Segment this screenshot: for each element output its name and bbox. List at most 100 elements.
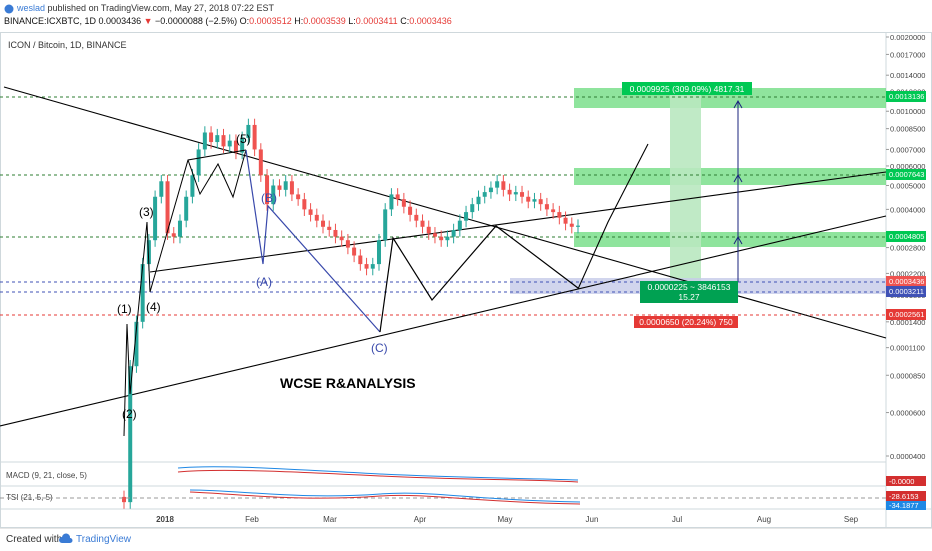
- candle-body: [277, 185, 282, 190]
- close-label: C:: [400, 16, 410, 26]
- candle-body: [196, 149, 201, 176]
- target-zone-2: [574, 168, 886, 185]
- footer-bar: Created with TradingView: [0, 528, 932, 551]
- target-arrows: [733, 99, 743, 282]
- candle-body: [177, 220, 182, 237]
- time-tick-label: Apr: [414, 515, 427, 524]
- candle-body: [289, 181, 294, 195]
- price-chart[interactable]: (1) (2) (3) (4) (5) (A) (B) (C) WCSE R&A…: [0, 32, 932, 528]
- wave-5-subwave: [187, 149, 247, 199]
- candle-body: [314, 214, 319, 221]
- candle-body: [202, 132, 207, 150]
- chart-symbol-title: ICON / Bitcoin, 1D, BINANCE: [8, 40, 127, 50]
- time-tick-label: Mar: [323, 515, 337, 524]
- tradingview-brand-link[interactable]: TradingView: [76, 534, 132, 545]
- candle-body: [389, 194, 394, 210]
- candle-body: [557, 212, 562, 218]
- time-tick-label: 2018: [156, 515, 174, 524]
- price-tick-label: 0.0002800: [890, 244, 925, 253]
- candle-body: [420, 220, 425, 227]
- symbol-label: BINANCE:ICXBTC, 1D: [4, 16, 97, 26]
- high-label: H:: [294, 16, 304, 26]
- price-tick-label: 0.0001100: [890, 344, 925, 353]
- candle-body: [395, 194, 400, 200]
- tsi-line: [189, 489, 581, 503]
- time-axis[interactable]: 2018 Feb Mar Apr May Jun Jul Aug Sep: [156, 515, 859, 524]
- candle-body: [122, 496, 126, 503]
- candle-body: [258, 149, 263, 176]
- axis-badge-stop: [886, 309, 926, 320]
- stop-label: 0.0000650 (20.24%) 750: [639, 317, 733, 327]
- price-tick-label: 0.0010000: [890, 107, 925, 116]
- candle-body: [507, 189, 512, 195]
- candle-body: [358, 255, 363, 265]
- candle-body: [159, 181, 164, 197]
- candle-body: [171, 233, 176, 237]
- last-price: 0.0003436: [98, 16, 142, 26]
- candle-body: [209, 132, 214, 143]
- candle-body: [532, 199, 537, 202]
- macd-signal: [177, 469, 579, 483]
- candle-body: [451, 229, 456, 237]
- axis-badge-last-text: 0.0003436: [889, 277, 924, 286]
- axis-badge-target3: [886, 91, 926, 102]
- candle-body: [221, 135, 226, 147]
- wave-label-4: (4): [146, 300, 161, 314]
- candle-body: [569, 223, 574, 227]
- axis-badge-target1: [886, 231, 926, 242]
- candle-body: [140, 264, 145, 322]
- macd-line: [177, 466, 579, 481]
- candle-body: [414, 214, 419, 221]
- candle-body: [401, 199, 406, 207]
- elliott-correction: [245, 149, 579, 333]
- candle-body: [165, 181, 170, 234]
- target-arrow-head-3: [733, 99, 743, 109]
- risk-label-line2: 15.27: [678, 292, 700, 302]
- wave-label-3: (3): [139, 205, 154, 219]
- target-label: 0.0009925 (309.09%) 4817.31: [630, 84, 745, 94]
- price-tick-label: 0.0001400: [890, 318, 925, 327]
- price-tick-label: 0.0005000: [890, 181, 925, 190]
- macd-value-badge: [886, 476, 926, 486]
- target-arrow-head-2: [733, 173, 743, 183]
- wave-label-a: (A): [256, 275, 272, 289]
- candle-body: [233, 140, 238, 153]
- chart-area[interactable]: (1) (2) (3) (4) (5) (A) (B) (C) WCSE R&A…: [0, 32, 932, 528]
- candle-body: [345, 240, 350, 248]
- candle-body: [146, 240, 151, 265]
- candle-body: [215, 135, 220, 143]
- candle-body: [339, 236, 344, 241]
- candle-body: [408, 206, 413, 215]
- close-value: 0.0003436: [409, 16, 452, 26]
- axis-badge-stop-text: 0.0002561: [889, 310, 924, 319]
- candle-body: [488, 187, 493, 193]
- candle-body: [240, 137, 245, 153]
- wave-label-5: (5): [236, 132, 251, 146]
- candle-body: [476, 196, 481, 205]
- abc-correction: [245, 149, 381, 333]
- target-label-box: [622, 82, 752, 95]
- candle-body: [321, 220, 326, 227]
- time-tick-label: Jun: [586, 515, 599, 524]
- wave-label-c: (C): [371, 341, 388, 355]
- candle-body: [445, 236, 450, 241]
- candle-body: [283, 181, 288, 190]
- price-tick-label: 0.0004000: [890, 205, 925, 214]
- author-link[interactable]: weslad: [17, 3, 46, 13]
- candle-body: [364, 264, 369, 269]
- publish-text: published on TradingView.com, May 27, 20…: [47, 3, 275, 13]
- time-tick-label: Jul: [672, 515, 682, 524]
- candle-body: [265, 175, 270, 205]
- price-tick-label: 0.0000850: [890, 371, 925, 380]
- candle-body: [526, 196, 531, 202]
- candle-body: [296, 194, 301, 200]
- price-tick-label: 0.0000600: [890, 409, 925, 418]
- axis-badge-target2-text: 0.0007643: [889, 170, 924, 179]
- axis-badge-entry: [886, 286, 926, 297]
- projection-box: [670, 92, 701, 282]
- candle-body: [370, 264, 375, 269]
- low-value: 0.0003411: [355, 16, 398, 26]
- candle-body: [538, 199, 543, 205]
- candlestick-series: [122, 118, 580, 509]
- candle-body: [520, 192, 525, 197]
